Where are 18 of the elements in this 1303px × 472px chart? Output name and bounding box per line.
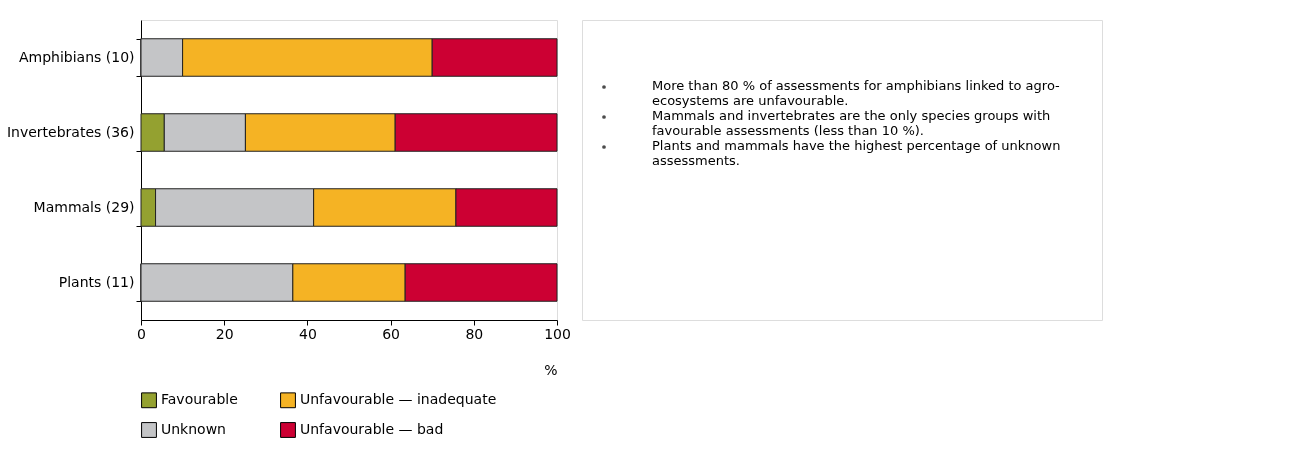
text: More than 80 % of assessments for amphibians linked to agro-ecosystems are unfavourable. xyxy=(652,78,1061,108)
x-tick-label: 80 xyxy=(465,325,484,342)
legend-label: Favourable xyxy=(161,391,238,408)
x-tick-label: 20 xyxy=(215,325,234,342)
legend-label: Unfavourable — inadequate xyxy=(300,391,497,408)
y-tick-label: Amphibians (10) xyxy=(18,49,135,65)
y-tick-label: Mammals (29) xyxy=(33,199,135,215)
x-tick-label: 0 xyxy=(137,325,146,342)
y-tick-label: Invertebrates (36) xyxy=(6,124,135,140)
x-tick-label: 60 xyxy=(382,325,401,342)
legend-label: Unfavourable — bad xyxy=(300,421,444,437)
x-axis-title: % xyxy=(544,361,558,378)
legend-label: Unknown xyxy=(161,421,226,437)
x-tick-label: 40 xyxy=(298,325,317,342)
x-tick-label: 100 xyxy=(544,325,571,342)
text: Mammals and invertebrates are the only species groups with favourable assessments (less than 10 %). xyxy=(652,108,1051,138)
text: Plants and mammals have the highest percentage of unknown assessments. xyxy=(652,138,1061,168)
y-tick-label: Plants (11) xyxy=(58,274,135,290)
